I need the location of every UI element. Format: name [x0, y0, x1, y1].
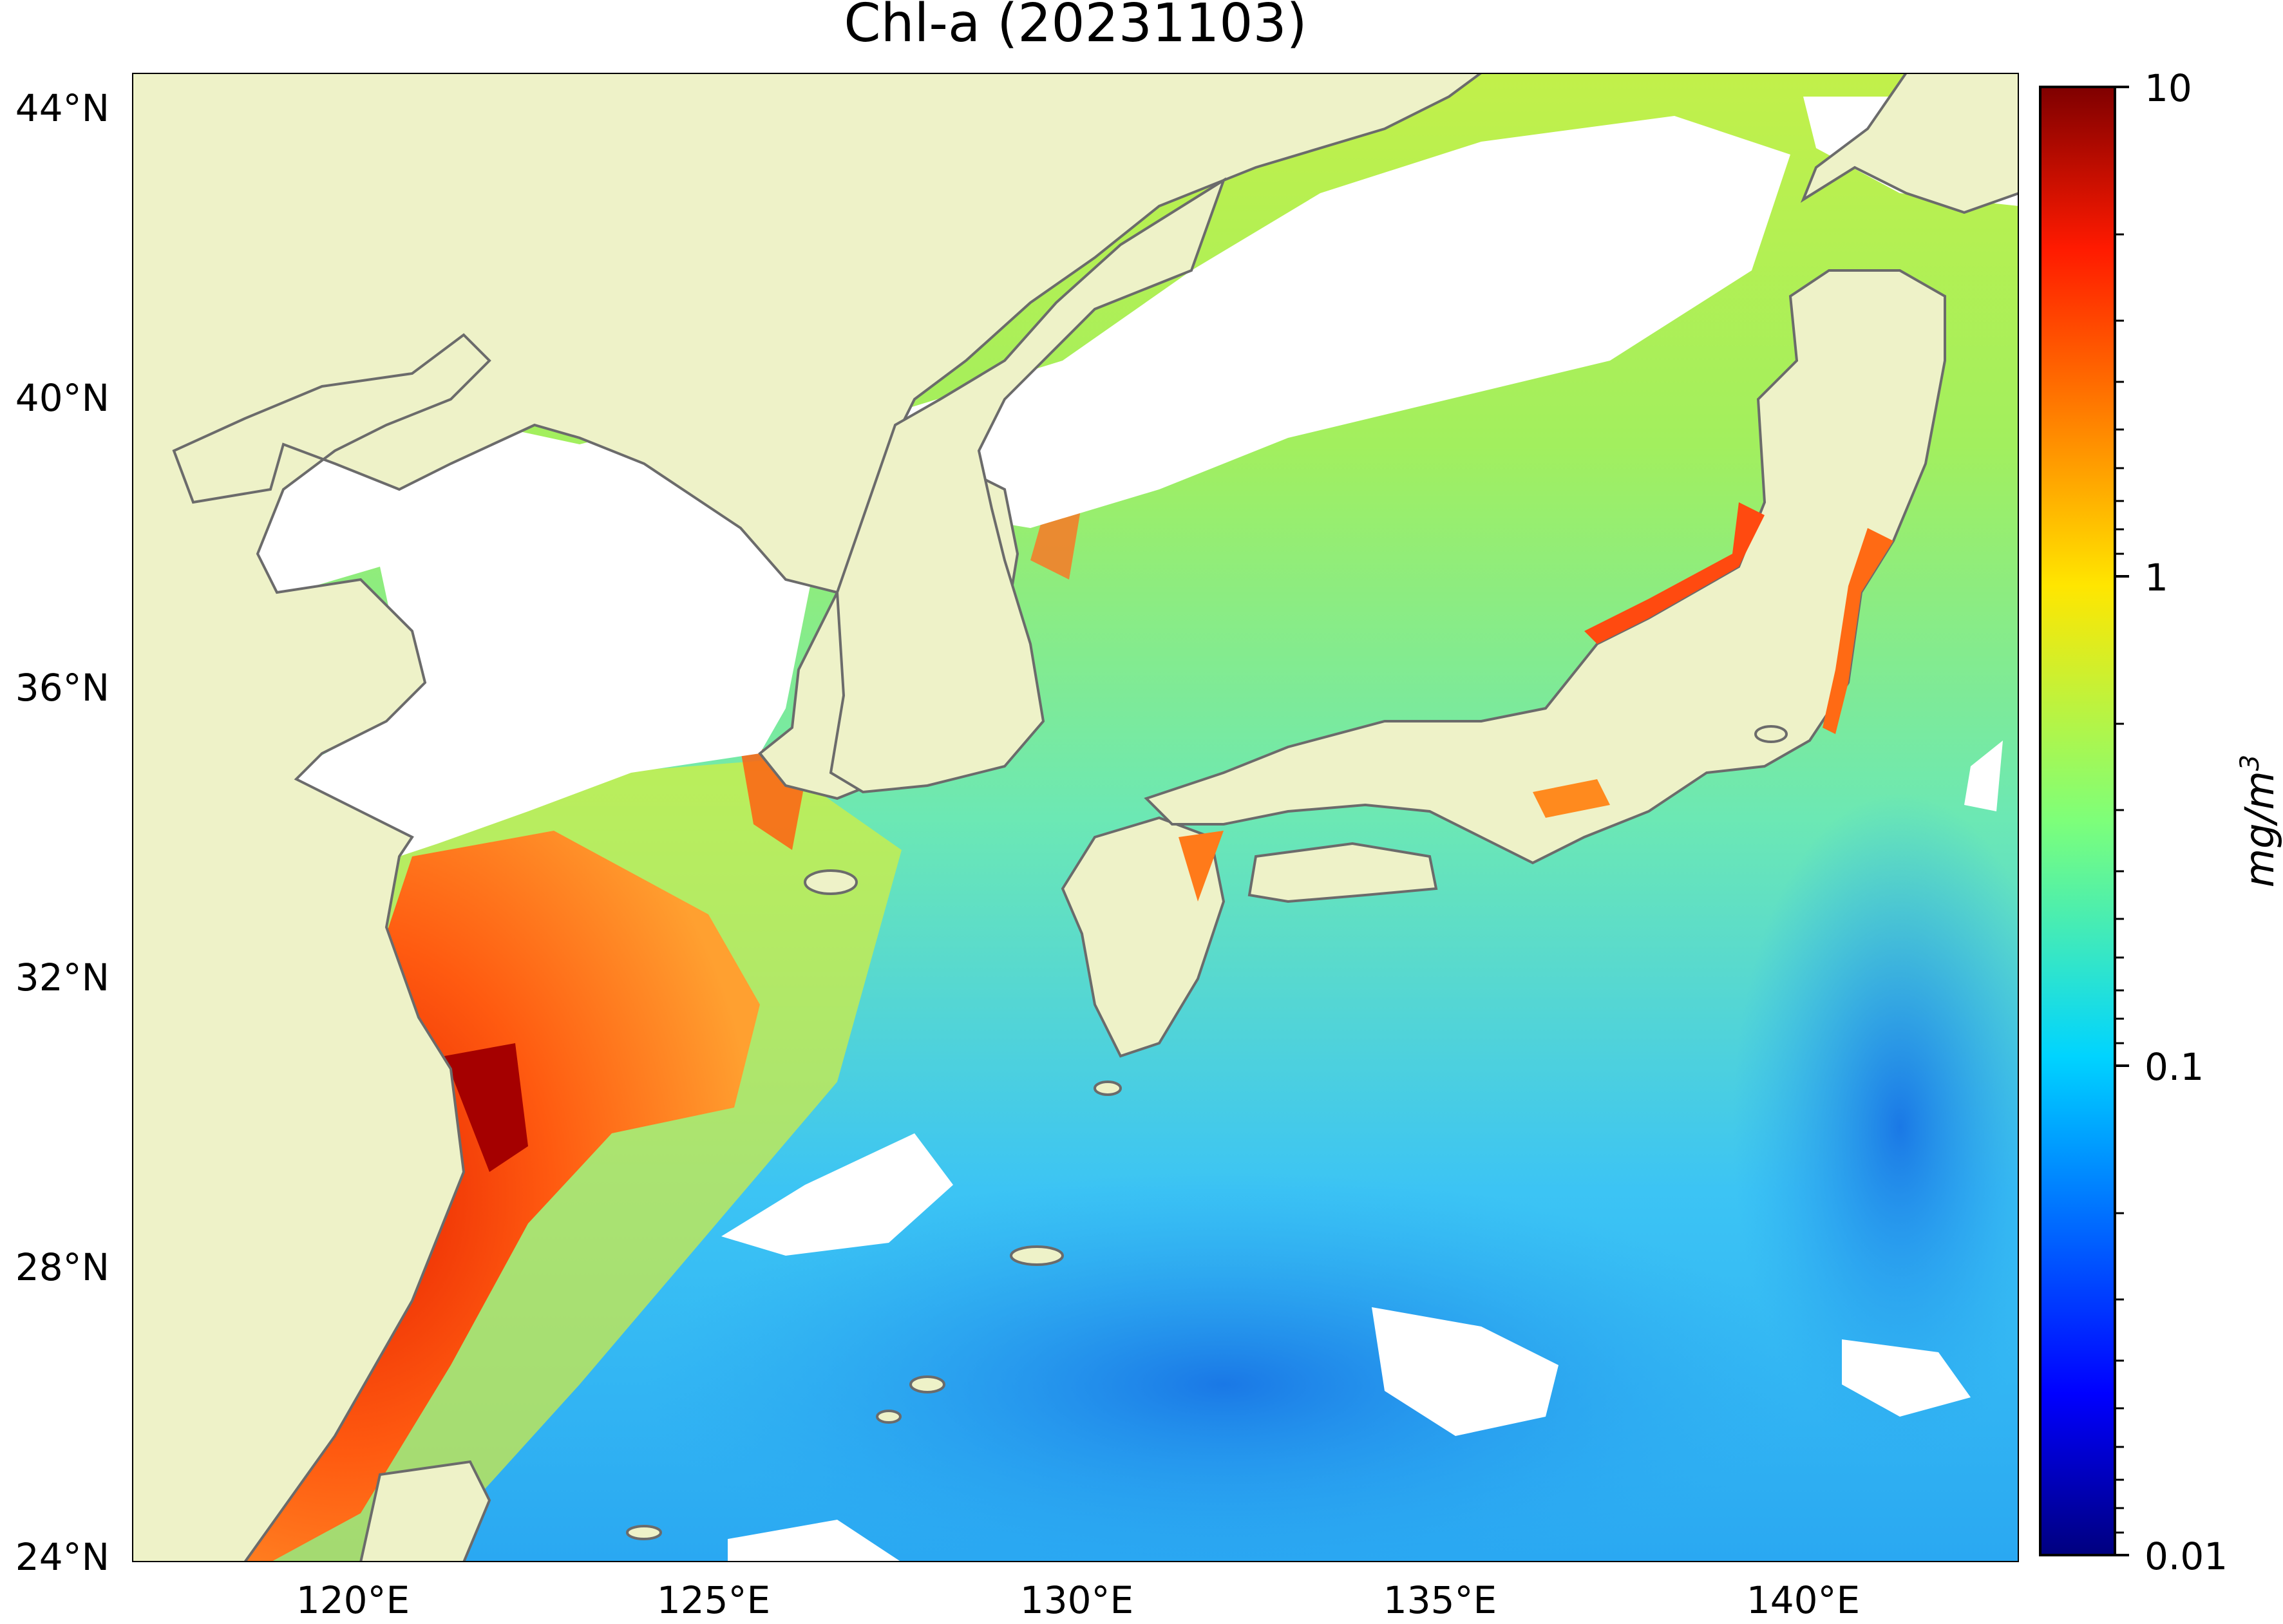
- colorbar-tick-label: 1: [2145, 556, 2168, 600]
- low-chl-region: [644, 1172, 1803, 1562]
- lon-tick-label: 125°E: [657, 1578, 770, 1622]
- colorbar-unit-label: mg/m3: [2235, 755, 2283, 888]
- honshu-east-bloom: [1823, 528, 1893, 734]
- osaka-bay-bloom: [1533, 779, 1610, 818]
- colorbar-tick-label: 0.01: [2145, 1534, 2228, 1578]
- japan-coastal-bloom: [1584, 502, 1765, 644]
- yangtze-estuary: [444, 1043, 528, 1172]
- chlorophyll-map: [132, 73, 2019, 1562]
- lat-tick-label: 44°N: [15, 86, 109, 130]
- colorbar-tick-label: 0.1: [2145, 1045, 2204, 1089]
- lat-tick-label: 40°N: [15, 376, 109, 420]
- lon-tick-label: 130°E: [1020, 1578, 1133, 1622]
- map-title: Chl-a (20231103): [844, 0, 1307, 54]
- lon-tick-label: 140°E: [1747, 1578, 1860, 1622]
- colorbar-ticks: [2115, 86, 2129, 1556]
- lat-tick-label: 32°N: [15, 956, 109, 999]
- colorbar-minor-ticks: [2115, 233, 2124, 1534]
- land: [132, 73, 2019, 1562]
- colorbar-tick-label: 10: [2145, 66, 2192, 110]
- seto-bloom: [1179, 831, 1224, 902]
- lon-axis: 120°E 125°E 130°E 135°E 140°E: [296, 1578, 1860, 1622]
- lon-tick-label: 120°E: [296, 1578, 410, 1622]
- lat-tick-label: 36°N: [15, 666, 109, 710]
- colorbar: 10 1 0.1 0.01 mg/m3: [2039, 66, 2283, 1578]
- low-chl-region-east: [1732, 792, 2019, 1462]
- lat-axis: 44°N 40°N 36°N 32°N 28°N 24°N: [15, 86, 109, 1579]
- lon-tick-label: 135°E: [1383, 1578, 1497, 1622]
- lat-tick-label: 24°N: [15, 1535, 109, 1579]
- colorbar-gradient: [2039, 86, 2116, 1556]
- lat-tick-label: 28°N: [15, 1245, 109, 1289]
